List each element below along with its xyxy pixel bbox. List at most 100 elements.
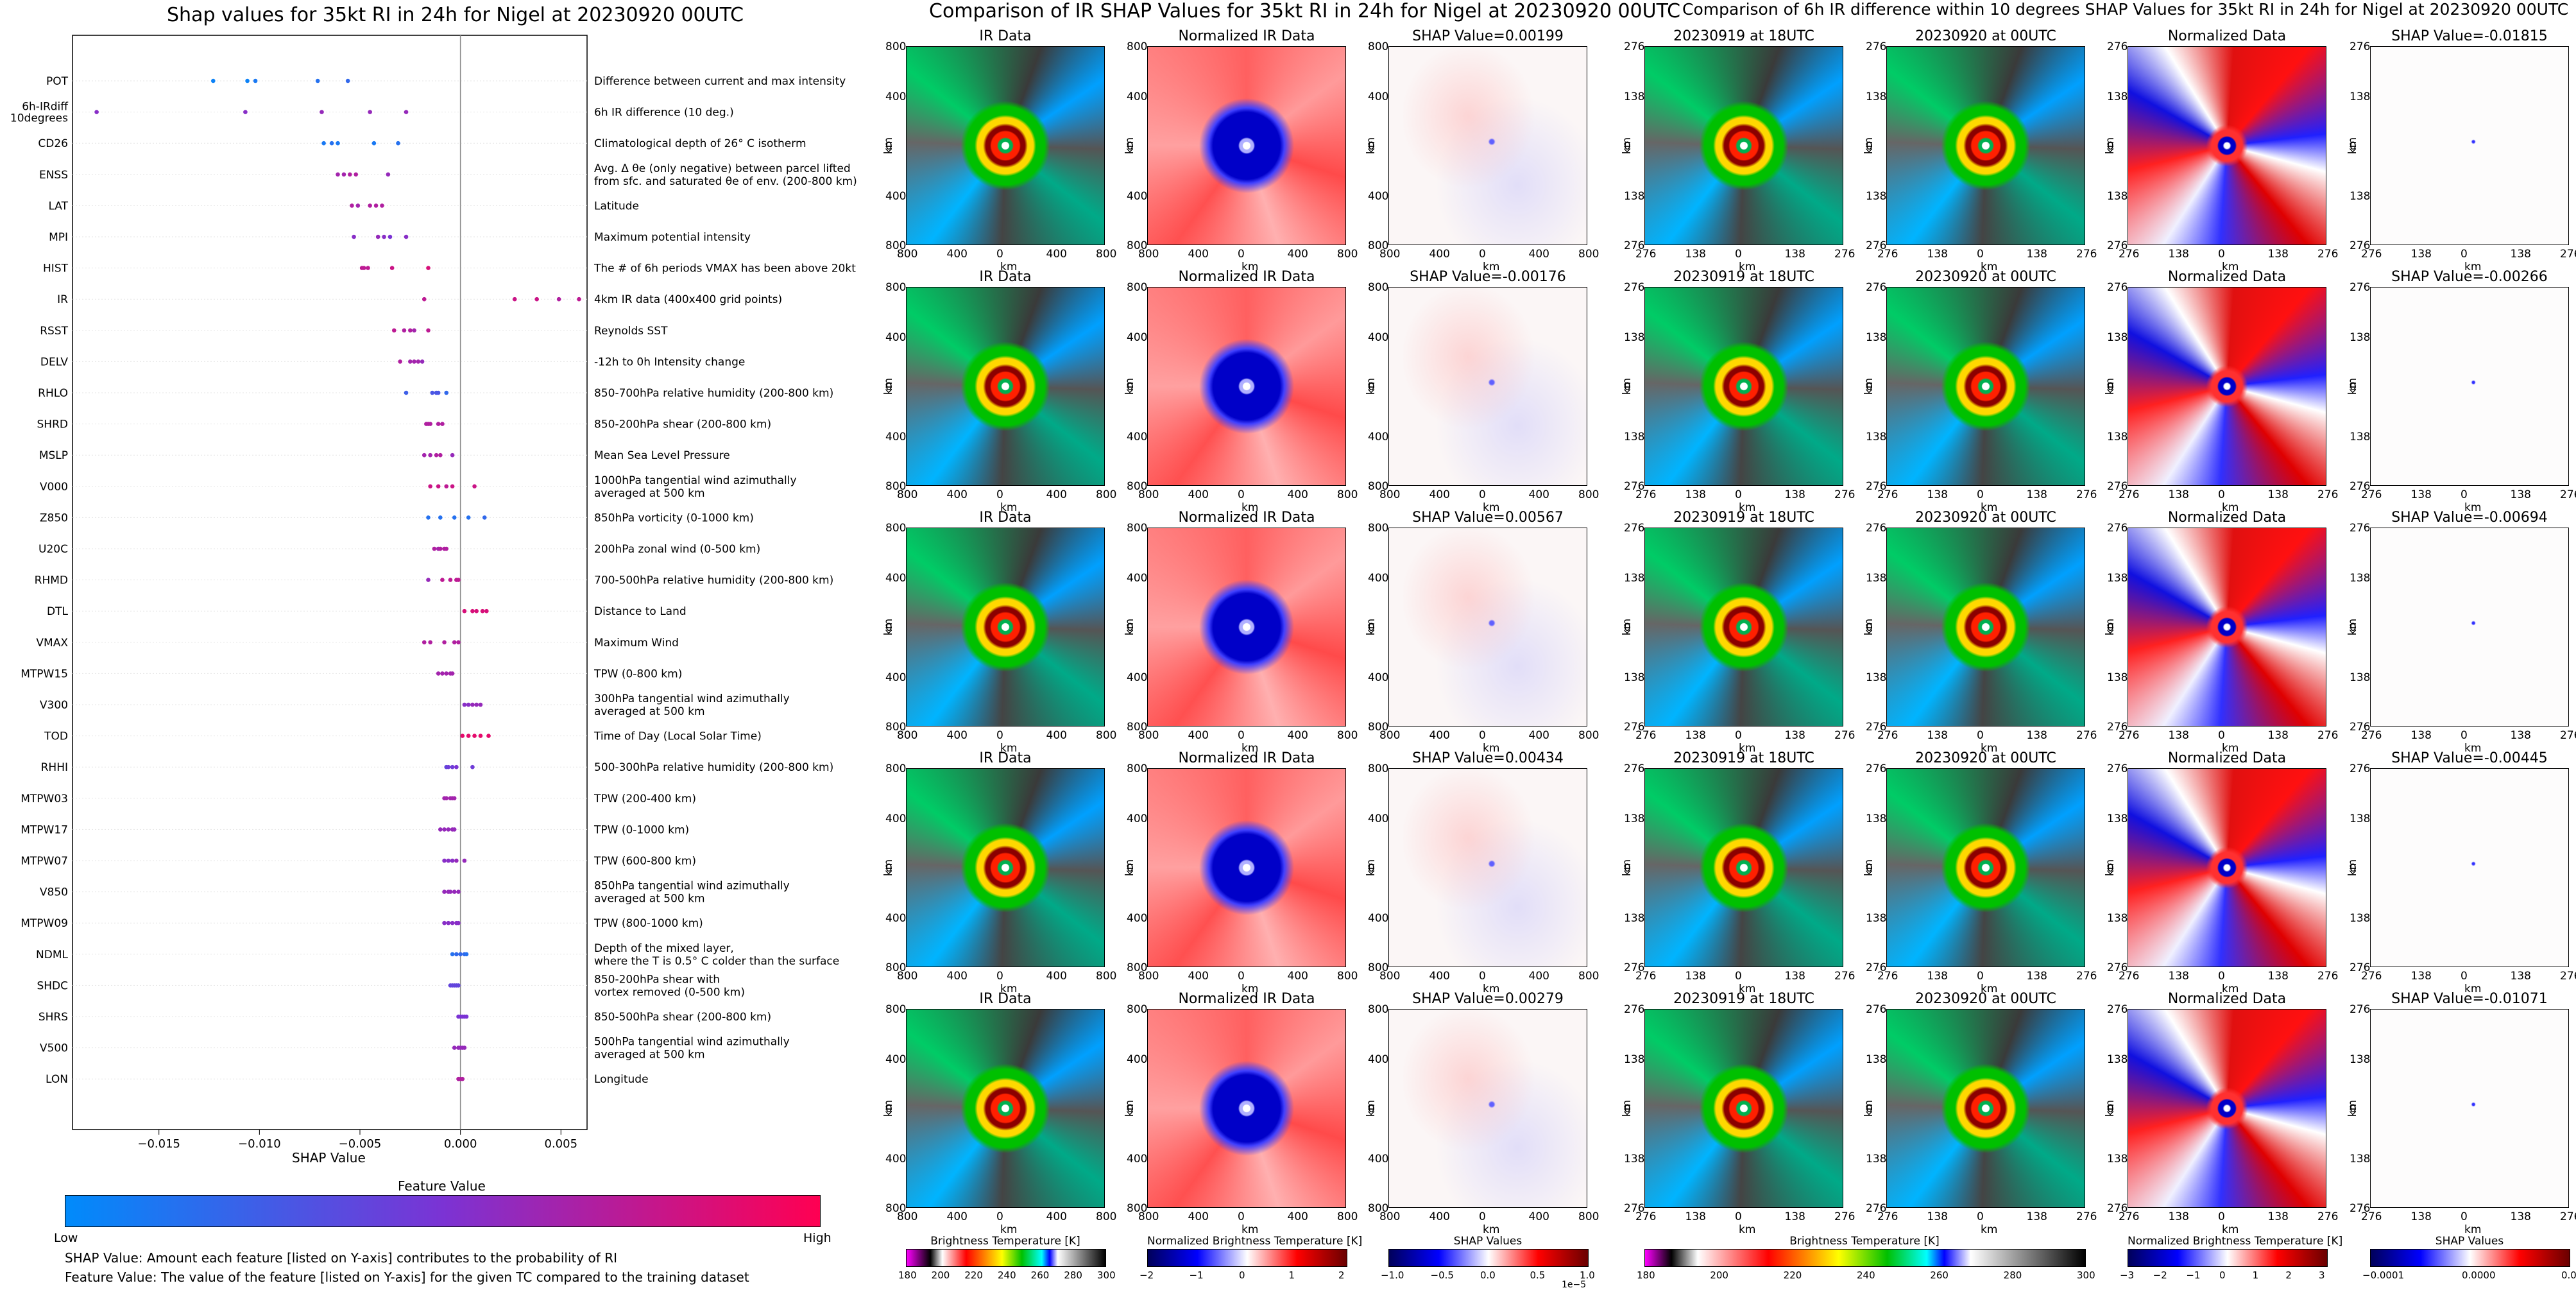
- shap-point: [253, 78, 258, 83]
- y-tick-label: 800: [885, 522, 907, 535]
- ir-prev-time-panel: [1644, 287, 1843, 486]
- y-tick-label: 138: [1866, 90, 1887, 103]
- shap-point: [456, 920, 461, 925]
- y-tick-label: 400: [885, 1152, 907, 1165]
- panel-title: Normalized Data: [2167, 28, 2287, 44]
- shap-point: [456, 890, 461, 894]
- y-tick-label: 800: [1368, 1202, 1389, 1215]
- feature-name-label: RHHI: [41, 761, 68, 774]
- y-tick-label: 0: [1624, 140, 1631, 153]
- x-tick-label: 800: [1379, 488, 1401, 501]
- y-tick-label: 400: [885, 671, 907, 684]
- colorbar-tick-label: 280: [1064, 1269, 1082, 1281]
- x-tick-label: 138: [2267, 970, 2289, 983]
- feature-name-label: NDML: [36, 949, 68, 961]
- feature-description-label: The # of 6h periods VMAX has been above …: [593, 262, 856, 275]
- ir-current-time-panel: [1886, 46, 2085, 245]
- x-tick-label: 0: [996, 729, 1003, 742]
- shap-point: [448, 890, 453, 894]
- ir-image-panel: [906, 287, 1105, 486]
- ir-shap-panel: [1388, 528, 1587, 727]
- shap-point: [460, 734, 465, 738]
- y-tick-label: 276: [2107, 1202, 2128, 1215]
- x-tick-label: 276: [2361, 729, 2382, 742]
- y-tick-label: 0: [2350, 1103, 2357, 1115]
- y-tick-label: 0: [885, 862, 892, 875]
- shap-point: [454, 858, 459, 863]
- x-tick-label: 138: [1784, 1210, 1805, 1223]
- x-tick-label: 276: [2076, 248, 2097, 261]
- shap-point: [315, 78, 320, 83]
- shap-point: [352, 234, 356, 239]
- x-tick-label: 400: [946, 488, 968, 501]
- y-tick-label: 138: [1866, 911, 1887, 925]
- panel-title: 20230920 at 00UTC: [1915, 269, 2056, 285]
- shap-point: [210, 78, 216, 83]
- colorbar-tick-label: 0.5: [1530, 1269, 1546, 1281]
- ir-prev-time-panel: [1644, 768, 1843, 967]
- y-tick-label: 138: [2107, 571, 2128, 585]
- x-tick-label: 800: [1096, 488, 1117, 501]
- y-tick-label: 0: [1368, 140, 1375, 153]
- x-tick-label: 400: [1188, 729, 1209, 742]
- x-tick-label: −0.005: [339, 1137, 382, 1151]
- diff-shap-panel: [2370, 287, 2569, 486]
- y-tick-label: 0: [2107, 140, 2114, 153]
- y-tick-label: 138: [1866, 812, 1887, 825]
- shap-point: [373, 203, 379, 208]
- feature-name-label: SHDC: [37, 979, 68, 992]
- shap-point: [336, 172, 340, 177]
- shap-point: [440, 422, 445, 426]
- x-tick-label: 276: [1834, 488, 1855, 501]
- y-tick-label: 276: [2350, 239, 2371, 252]
- x-tick-label: 400: [946, 1210, 968, 1223]
- y-tick-label: 400: [1368, 1053, 1389, 1066]
- panel-title: SHAP Value=-0.00266: [2391, 269, 2548, 285]
- y-tick-label: 138: [2350, 1152, 2371, 1165]
- x-tick-label: 800: [1096, 248, 1117, 261]
- x-tick-label: 0: [1977, 488, 1984, 501]
- ir-current-time-panel: [1886, 768, 2085, 967]
- colorbar-tick-label: 1.0: [1580, 1269, 1595, 1281]
- x-tick-label: 276: [2560, 729, 2576, 742]
- shap-point: [404, 234, 409, 239]
- y-tick-label: 138: [2350, 571, 2371, 585]
- colorbar-tick-label: 240: [998, 1269, 1016, 1281]
- y-tick-label: 138: [1866, 1152, 1887, 1165]
- feature-name-label: TOD: [44, 730, 68, 743]
- x-tick-label: 800: [1578, 970, 1599, 983]
- x-tick-label: 276: [2119, 248, 2140, 261]
- y-tick-label: 800: [1368, 281, 1389, 294]
- x-tick-label: −0.010: [238, 1137, 281, 1151]
- y-tick-label: 0: [2107, 862, 2114, 875]
- shap-point: [404, 110, 409, 114]
- colorbar-label: Brightness Temperature [K]: [1789, 1235, 1940, 1248]
- panel-title: Normalized IR Data: [1178, 991, 1315, 1007]
- shap-point: [382, 234, 386, 239]
- x-tick-label: 138: [1927, 970, 1948, 983]
- x-axis-label: km: [2464, 983, 2482, 995]
- x-tick-label: 0: [1479, 729, 1486, 742]
- panel-title: Normalized IR Data: [1178, 750, 1315, 766]
- panel-title: Normalized IR Data: [1178, 28, 1315, 44]
- y-tick-label: 138: [2107, 1152, 2128, 1165]
- feature-description-label: averaged at 500 km: [594, 705, 705, 718]
- x-tick-label: 400: [1046, 248, 1067, 261]
- shap-point: [484, 608, 489, 614]
- x-tick-label: 276: [2361, 1210, 2382, 1223]
- x-tick-label: 800: [897, 970, 918, 983]
- shap-point: [474, 702, 479, 707]
- x-tick-label: 400: [1188, 970, 1209, 983]
- y-tick-label: 276: [2350, 1003, 2371, 1016]
- feature-name-label: SHRD: [37, 418, 68, 431]
- y-tick-label: 138: [2350, 90, 2371, 103]
- shap-point: [321, 141, 326, 146]
- x-axis-label: km: [1483, 742, 1500, 755]
- shap-point: [440, 578, 445, 582]
- y-tick-label: 276: [2350, 40, 2371, 53]
- y-tick-label: 138: [2350, 671, 2371, 684]
- x-tick-label: 138: [2026, 970, 2047, 983]
- y-tick-label: 0: [2107, 381, 2114, 393]
- feature-description-label: TPW (800-1000 km): [593, 917, 703, 930]
- x-tick-label: 400: [1429, 1210, 1450, 1223]
